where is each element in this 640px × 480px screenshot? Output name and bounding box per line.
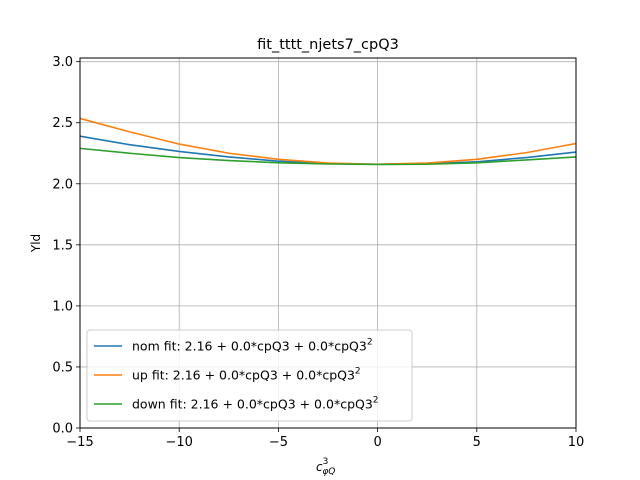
plot-frame <box>79 57 577 429</box>
legend-label-text: nom fit: 2.16 + 0.0*cpQ3 + 0.0*cpQ3 <box>132 339 367 354</box>
y-tick-label: 1.5 <box>52 238 73 253</box>
chart-title: fit_tttt_njets7_cpQ3 <box>257 37 399 53</box>
x-tick-label: −15 <box>66 435 93 450</box>
legend-label-text: up fit: 2.16 + 0.0*cpQ3 + 0.0*cpQ3 <box>132 368 355 383</box>
y-tick-label: 2.0 <box>52 177 73 192</box>
legend-label: nom fit: 2.16 + 0.0*cpQ3 + 0.0*cpQ32 <box>132 338 373 354</box>
legend-label: up fit: 2.16 + 0.0*cpQ3 + 0.0*cpQ32 <box>132 367 361 383</box>
series-line-2 <box>79 147 577 166</box>
x-tick-label: −10 <box>165 435 192 450</box>
legend-box <box>86 329 413 422</box>
x-axis-label: c3 φQ <box>316 457 335 477</box>
legend-label-sup: 2 <box>367 338 373 348</box>
y-tick-label: 1.0 <box>52 299 73 314</box>
y-tick-label: 0.0 <box>52 422 73 437</box>
legend-label-text: down fit: 2.16 + 0.0*cpQ3 + 0.0*cpQ3 <box>132 397 373 412</box>
y-axis-label: Yld <box>29 234 43 253</box>
x-tick-label: −5 <box>269 435 288 450</box>
ticks: −15 −10 −5 0 5 10 0.0 0.5 1.0 1.5 2.0 2.5 3.0 <box>52 55 584 450</box>
series-layer <box>79 117 577 166</box>
legend-label: down fit: 2.16 + 0.0*cpQ3 + 0.0*cpQ32 <box>132 396 379 412</box>
y-tick-label: 3.0 <box>52 55 73 70</box>
x-tick-label: 10 <box>568 435 585 450</box>
x-axis-label-sup: 3 <box>323 457 329 467</box>
legend-label-sup: 2 <box>373 396 379 406</box>
y-tick-label: 0.5 <box>52 360 73 375</box>
legend-label-sup: 2 <box>355 367 361 377</box>
x-axis-label-sub: φQ <box>322 467 335 477</box>
x-tick-label: 5 <box>473 435 481 450</box>
x-axis-label-base: c <box>316 460 323 474</box>
series-line-1 <box>79 117 577 166</box>
y-tick-label: 2.5 <box>52 116 73 131</box>
x-tick-label: 0 <box>373 435 381 450</box>
